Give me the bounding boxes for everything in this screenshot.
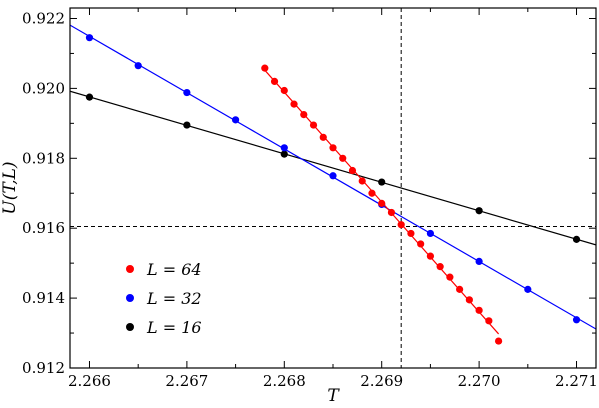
- data-point-l-16: [85, 93, 94, 101]
- x-tick-label: 2.271: [555, 372, 598, 390]
- data-point-l-64: [475, 306, 483, 314]
- data-point-l-32: [280, 144, 288, 152]
- data-point-l-64: [485, 317, 493, 325]
- x-tick-label: 2.268: [263, 372, 306, 390]
- data-point-l-16: [280, 150, 288, 158]
- legend-label-l-16: L = 16: [146, 318, 202, 337]
- data-point-l-32: [183, 88, 191, 97]
- y-tick-label: 0.918: [22, 149, 65, 167]
- data-point-l-64: [261, 64, 269, 72]
- data-point-l-64: [446, 273, 454, 281]
- legend-label-l-32: L = 32: [146, 289, 202, 308]
- data-point-l-16: [572, 235, 581, 243]
- legend: L = 64 L = 32 L = 16: [126, 260, 202, 337]
- x-axis-label: T: [327, 386, 340, 406]
- data-point-l-32: [572, 316, 581, 324]
- data-point-l-32: [475, 257, 483, 265]
- data-point-l-32: [134, 62, 142, 70]
- data-point-l-16: [378, 178, 386, 186]
- data-point-l-32: [426, 229, 435, 238]
- data-point-l-64: [270, 77, 279, 85]
- y-tick-label: 0.916: [22, 219, 65, 237]
- data-point-l-32: [231, 116, 240, 124]
- ticks: 2.266 2.267 2.268 2.269 2.270 2.271 0.912 0.914…: [22, 8, 598, 390]
- legend-marker-l-16: [126, 323, 134, 331]
- data-point-l-32: [85, 34, 94, 42]
- data-point-l-64: [387, 208, 396, 217]
- series-layer: [70, 24, 596, 345]
- data-point-l-64: [358, 177, 366, 185]
- x-tick-label: 2.267: [165, 372, 208, 390]
- data-point-l-64: [300, 111, 308, 119]
- data-point-l-16: [183, 121, 191, 129]
- y-tick-label: 0.912: [22, 359, 65, 377]
- y-tick-label: 0.914: [22, 289, 65, 307]
- data-point-l-64: [319, 133, 327, 141]
- data-point-l-64: [397, 221, 405, 229]
- data-point-l-64: [368, 189, 376, 197]
- data-point-l-64: [426, 252, 435, 260]
- data-point-l-64: [407, 229, 415, 238]
- data-point-l-64: [378, 199, 386, 207]
- y-tick-label: 0.922: [22, 9, 65, 27]
- data-point-l-64: [290, 100, 298, 108]
- data-point-l-64: [465, 296, 473, 304]
- data-point-l-64: [309, 121, 318, 129]
- data-point-l-64: [436, 263, 444, 271]
- y-tick-label: 0.920: [22, 79, 65, 97]
- data-point-l-64: [494, 337, 503, 345]
- data-point-l-64: [348, 166, 357, 175]
- data-point-l-64: [329, 144, 337, 152]
- x-tick-label: 2.266: [68, 372, 111, 390]
- x-tick-label: 2.270: [458, 372, 501, 390]
- data-point-l-64: [417, 240, 425, 248]
- reference-lines: [70, 8, 596, 368]
- legend-marker-l-64: [126, 265, 134, 273]
- data-point-l-64: [280, 86, 288, 95]
- data-point-l-32: [524, 285, 532, 293]
- data-point-l-64: [456, 285, 464, 293]
- legend-marker-l-32: [126, 294, 134, 302]
- x-tick-label: 2.269: [360, 372, 403, 390]
- series-line-l-16: [70, 90, 596, 246]
- data-point-l-64: [339, 154, 347, 162]
- legend-label-l-64: L = 64: [146, 260, 202, 279]
- data-point-l-16: [475, 207, 483, 215]
- data-point-l-32: [329, 172, 337, 180]
- y-axis-label: U(T,L): [0, 161, 20, 214]
